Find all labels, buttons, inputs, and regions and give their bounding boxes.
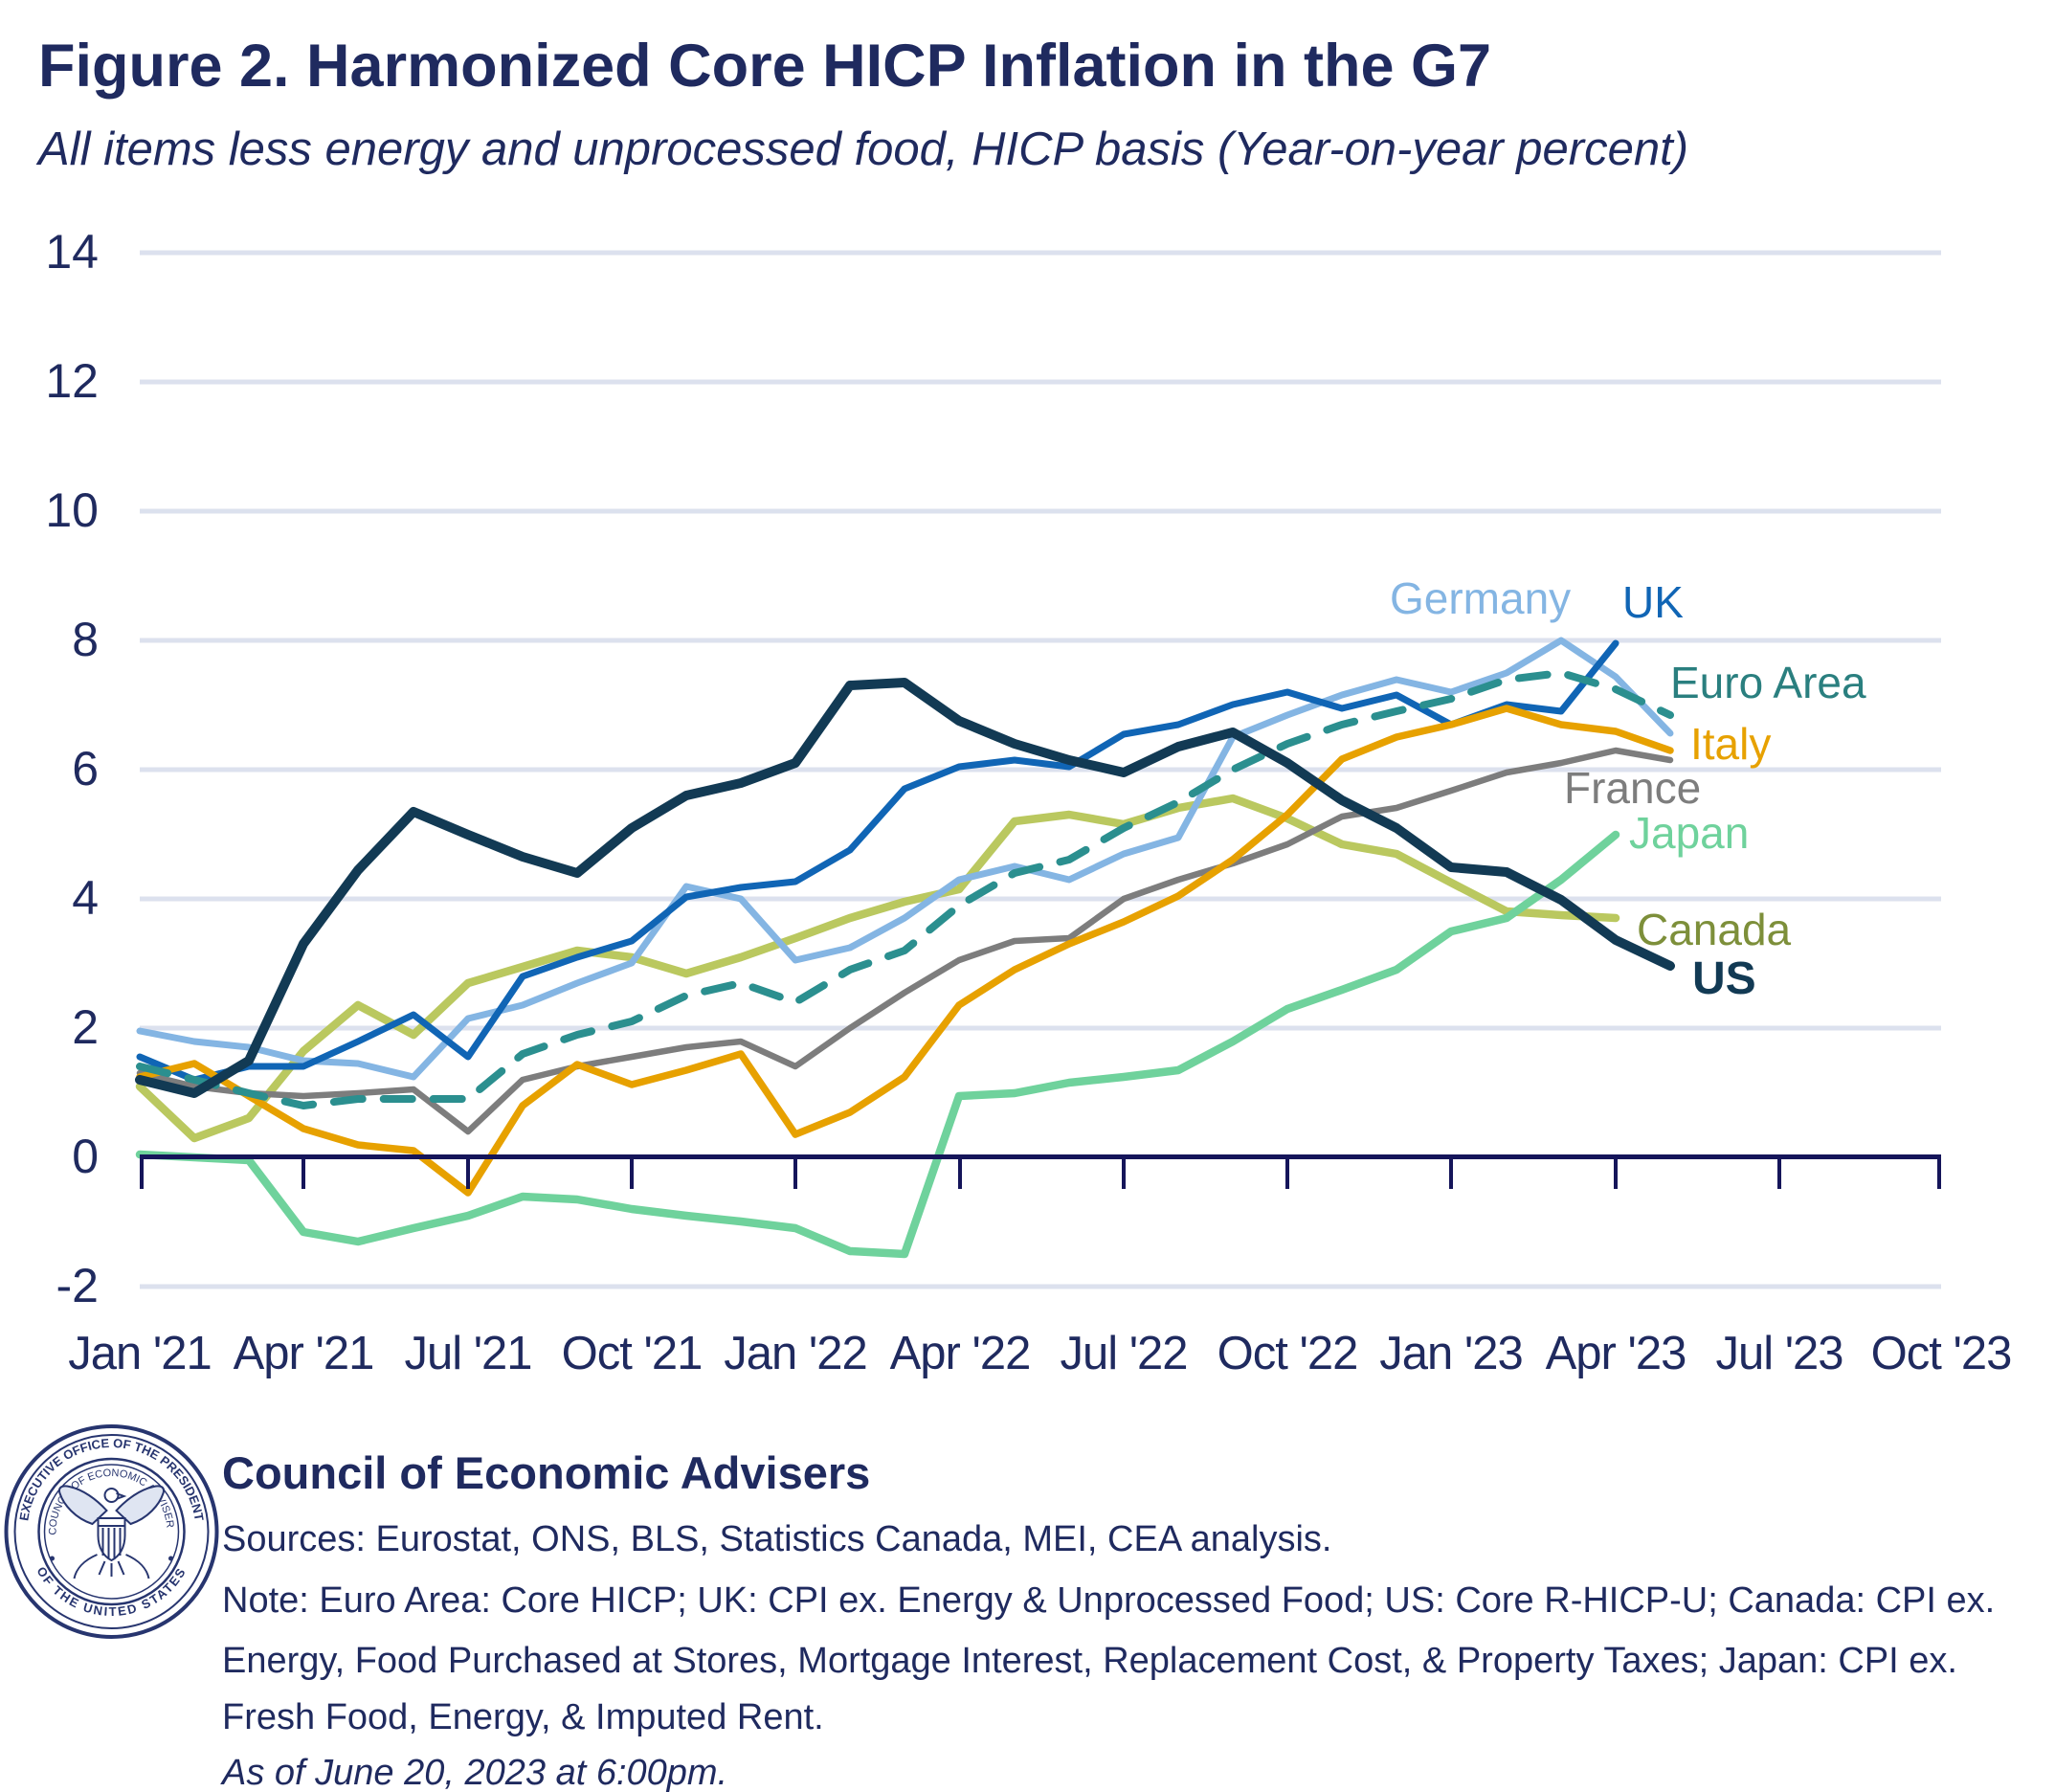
svg-text:Jul '21: Jul '21: [404, 1328, 531, 1379]
svg-text:Note: Euro Area: Core HICP; UK: Note: Euro Area: Core HICP; UK: CPI ex. …: [222, 1580, 1995, 1621]
svg-text:6: 6: [72, 742, 99, 795]
svg-text:US: US: [1692, 953, 1756, 1004]
svg-text:Germany: Germany: [1390, 573, 1571, 623]
svg-text:Oct '21: Oct '21: [562, 1328, 703, 1379]
svg-text:0: 0: [72, 1130, 99, 1183]
svg-text:Jul '22: Jul '22: [1060, 1328, 1187, 1379]
svg-text:Jan '21: Jan '21: [68, 1328, 211, 1379]
svg-text:14: 14: [45, 225, 99, 279]
svg-text:Sources: Eurostat, ONS, BLS, S: Sources: Eurostat, ONS, BLS, Statistics …: [222, 1519, 1331, 1559]
svg-text:Jul '23: Jul '23: [1715, 1328, 1843, 1379]
svg-text:Jan '23: Jan '23: [1379, 1328, 1522, 1379]
svg-text:Oct '23: Oct '23: [1871, 1328, 2012, 1379]
svg-text:Euro Area: Euro Area: [1670, 658, 1866, 707]
svg-text:Figure 2. Harmonized Core HICP: Figure 2. Harmonized Core HICP Inflation…: [38, 33, 1491, 100]
svg-text:As of June 20, 2023 at 6:00pm.: As of June 20, 2023 at 6:00pm.: [220, 1753, 727, 1792]
svg-text:Oct '22: Oct '22: [1217, 1328, 1358, 1379]
svg-text:2: 2: [72, 1000, 99, 1054]
svg-text:Apr '22: Apr '22: [890, 1328, 1031, 1379]
svg-text:UK: UK: [1622, 577, 1684, 627]
svg-text:-2: -2: [56, 1259, 99, 1312]
svg-text:Fresh Food, Energy, & Imputed: Fresh Food, Energy, & Imputed Rent.: [222, 1697, 824, 1737]
svg-text:10: 10: [45, 483, 99, 537]
svg-text:4: 4: [72, 871, 99, 925]
svg-text:Council of Economic Advisers: Council of Economic Advisers: [222, 1447, 870, 1498]
svg-text:Energy, Food Purchased at Stor: Energy, Food Purchased at Stores, Mortga…: [222, 1641, 1957, 1681]
svg-text:Japan: Japan: [1629, 808, 1749, 858]
svg-text:12: 12: [45, 354, 99, 408]
svg-text:Apr '23: Apr '23: [1546, 1328, 1686, 1379]
svg-text:Italy: Italy: [1690, 719, 1771, 769]
svg-text:Canada: Canada: [1637, 905, 1792, 954]
svg-text:Apr '21: Apr '21: [234, 1328, 374, 1379]
svg-text:8: 8: [72, 613, 99, 666]
svg-text:All items less energy and unpr: All items less energy and unprocessed fo…: [35, 123, 1688, 175]
svg-text:Jan '22: Jan '22: [724, 1328, 866, 1379]
svg-text:France: France: [1564, 763, 1701, 813]
